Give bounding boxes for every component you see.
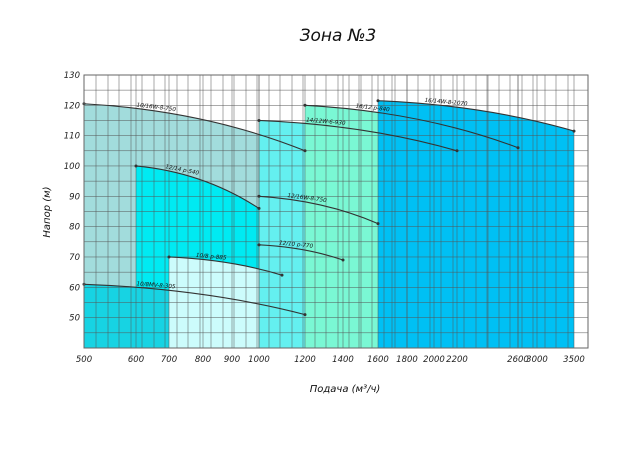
curve-start-point: [376, 99, 380, 103]
y-tick-label: 130: [64, 71, 80, 81]
x-tick-label: 3500: [563, 355, 585, 365]
x-tick-label: 900: [224, 355, 240, 365]
curve-12/10 p-770: [258, 244, 344, 261]
curve-label: 10/16W-8-750: [136, 102, 176, 113]
chart-title: Зона №3: [300, 26, 377, 46]
curve-start-point: [257, 243, 261, 247]
curve-start-point: [303, 103, 307, 107]
plot-fills: [84, 100, 574, 348]
y-axis-label: Напор (м): [42, 186, 53, 237]
curve-16/12 p-840: [304, 104, 519, 149]
x-tick-label: 2000: [423, 355, 445, 365]
curve-end-point: [572, 129, 576, 133]
curve-10/8MV-8-305: [83, 283, 306, 316]
x-tick-label: 2600: [507, 355, 529, 365]
curve-label: 10/8MV-8-305: [136, 281, 176, 290]
x-tick-label: 700: [161, 355, 177, 365]
curve-label: 16/12 p-840: [355, 104, 390, 114]
curve-end-point: [280, 273, 284, 277]
x-tick-label: 500: [76, 355, 92, 365]
y-tick-label: 50: [69, 314, 80, 324]
curve-start-point: [257, 118, 261, 122]
x-axis-label: Подача (м³/ч): [310, 384, 381, 395]
x-tick-label: 2200: [446, 355, 468, 365]
curve-start-point: [167, 255, 171, 259]
y-ticks: 50 60 70 80 90 100 110 120 130: [64, 71, 80, 324]
curve-end-point: [303, 149, 307, 153]
curve-10/16W-8-750: [83, 103, 306, 152]
curve-12/16W-8-750: [258, 195, 379, 225]
curve-label: 10/8 p-885: [196, 253, 227, 262]
x-tick-label: 1800: [396, 355, 418, 365]
curve-14/12W-6-930: [258, 119, 458, 152]
y-tick-label: 80: [69, 223, 80, 233]
curve-end-point: [257, 206, 261, 210]
curve-label: 12/10 p-770: [279, 240, 314, 250]
x-tick-label: 1000: [248, 355, 270, 365]
curve-start-point: [134, 164, 138, 168]
x-tick-label: 1400: [332, 355, 354, 365]
x-tick-label: 1200: [294, 355, 316, 365]
curve-end-point: [516, 146, 520, 150]
curve-end-point: [376, 222, 380, 226]
y-tick-label: 110: [64, 132, 80, 142]
x-tick-label: 600: [128, 355, 144, 365]
x-tick-label: 3000: [526, 355, 548, 365]
curve-label: 12/16W-8-750: [287, 193, 327, 204]
plot-frame: [83, 74, 589, 349]
curve-end-point: [341, 258, 345, 262]
curve-label: 14/12W-6-930: [306, 117, 346, 126]
x-ticks: 500 600 700 800 900 1000 1200 1400 1600 1800 2000 2…: [76, 355, 585, 365]
curve-12/14 p-540: [135, 165, 260, 209]
x-tick-label: 800: [195, 355, 211, 365]
curve-16/14W-8-1070: [377, 100, 575, 132]
plot-curves: [82, 99, 576, 317]
curve-end-point: [455, 149, 459, 153]
y-tick-label: 90: [69, 192, 80, 202]
curve-label: 16/14W-8-1070: [424, 98, 468, 108]
grid: [83, 74, 588, 348]
curve-start-point: [257, 194, 261, 198]
curve-10/8 p-885: [168, 256, 283, 276]
curve-end-point: [303, 313, 307, 317]
y-tick-label: 60: [69, 283, 80, 293]
y-tick-label: 120: [64, 101, 80, 111]
y-tick-label: 100: [64, 162, 80, 172]
x-tick-label: 1600: [367, 355, 389, 365]
y-tick-label: 70: [69, 253, 80, 263]
